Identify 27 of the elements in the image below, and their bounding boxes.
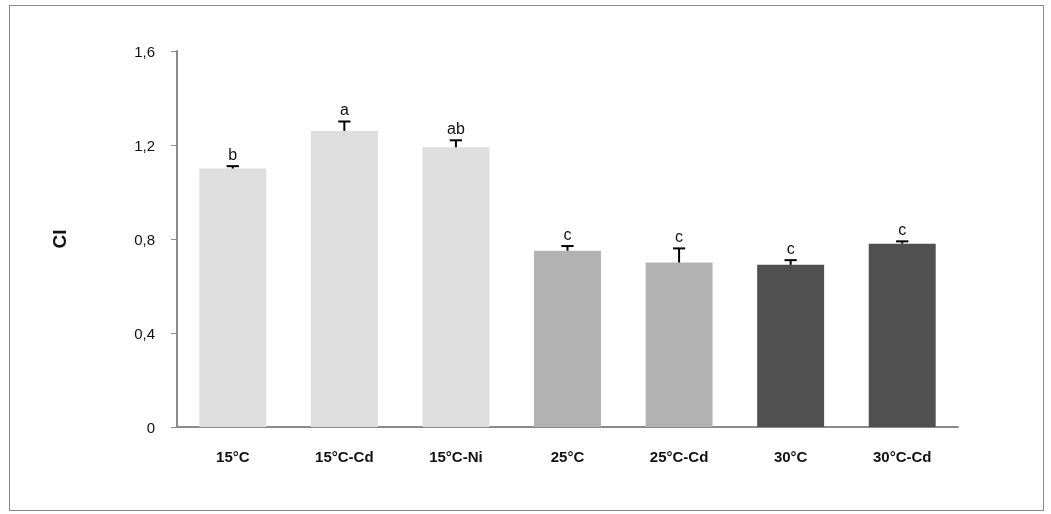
- bar: [422, 147, 490, 427]
- x-tick-label: 30°C-Cd: [872, 448, 932, 465]
- y-axis-title: CI: [49, 229, 70, 249]
- x-tick-label: 15°C-Ni: [429, 448, 483, 465]
- y-tick-label: 0: [146, 418, 155, 436]
- bar: [310, 130, 378, 427]
- bar: [645, 262, 713, 427]
- y-tick-label: 1,6: [134, 42, 155, 60]
- x-tick-label: 15°C: [216, 448, 250, 465]
- annotation: ab: [447, 119, 465, 137]
- bar: [868, 243, 936, 427]
- x-tick-label: 25°C: [550, 448, 585, 465]
- x-tick-label: 25°C-Cd: [649, 448, 709, 465]
- annotation: c: [675, 227, 684, 245]
- annotation: c: [898, 220, 907, 238]
- annotation: b: [228, 145, 238, 163]
- annotation: a: [339, 101, 349, 118]
- bar: [199, 168, 267, 427]
- bar: [534, 250, 601, 427]
- y-tick-label: 1,2: [134, 136, 155, 154]
- x-tick-label: 30°C: [773, 448, 808, 465]
- bar: [757, 264, 825, 427]
- annotation: c: [563, 225, 572, 243]
- y-tick-label: 0,4: [134, 324, 155, 342]
- y-tick-label: 0,8: [134, 230, 155, 248]
- x-tick-label: 15°C-Cd: [315, 448, 374, 465]
- annotation: c: [786, 239, 795, 257]
